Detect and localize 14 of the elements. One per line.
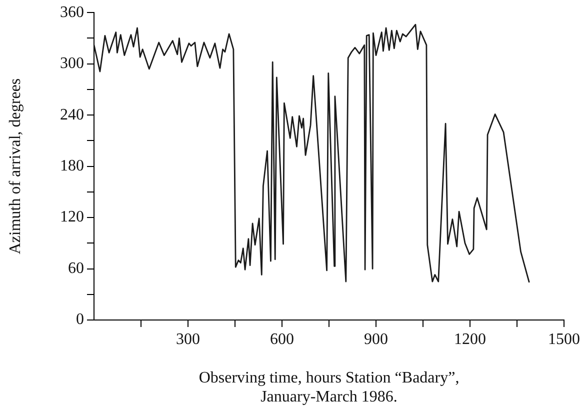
x-tick-label: 300 bbox=[176, 330, 200, 348]
y-tick-label: 60 bbox=[68, 260, 84, 277]
y-tick-label: 300 bbox=[60, 55, 84, 72]
x-tick-label: 1500 bbox=[548, 330, 580, 348]
x-tick-label: 600 bbox=[270, 330, 294, 348]
y-axis-title: Azimuth of arrival, degrees bbox=[6, 78, 24, 254]
x-tick-label: 1200 bbox=[454, 330, 486, 348]
y-tick-label: 240 bbox=[60, 106, 84, 124]
y-tick-label: 120 bbox=[60, 208, 84, 226]
y-tick-label: 360 bbox=[60, 4, 84, 21]
x-axis-title: Observing time, hours Station “Badary”, January-March 1986. bbox=[198, 369, 460, 406]
x-tick-label: 900 bbox=[364, 330, 388, 348]
y-tick-label: 0 bbox=[76, 311, 84, 328]
y-tick-label: 180 bbox=[60, 158, 84, 175]
